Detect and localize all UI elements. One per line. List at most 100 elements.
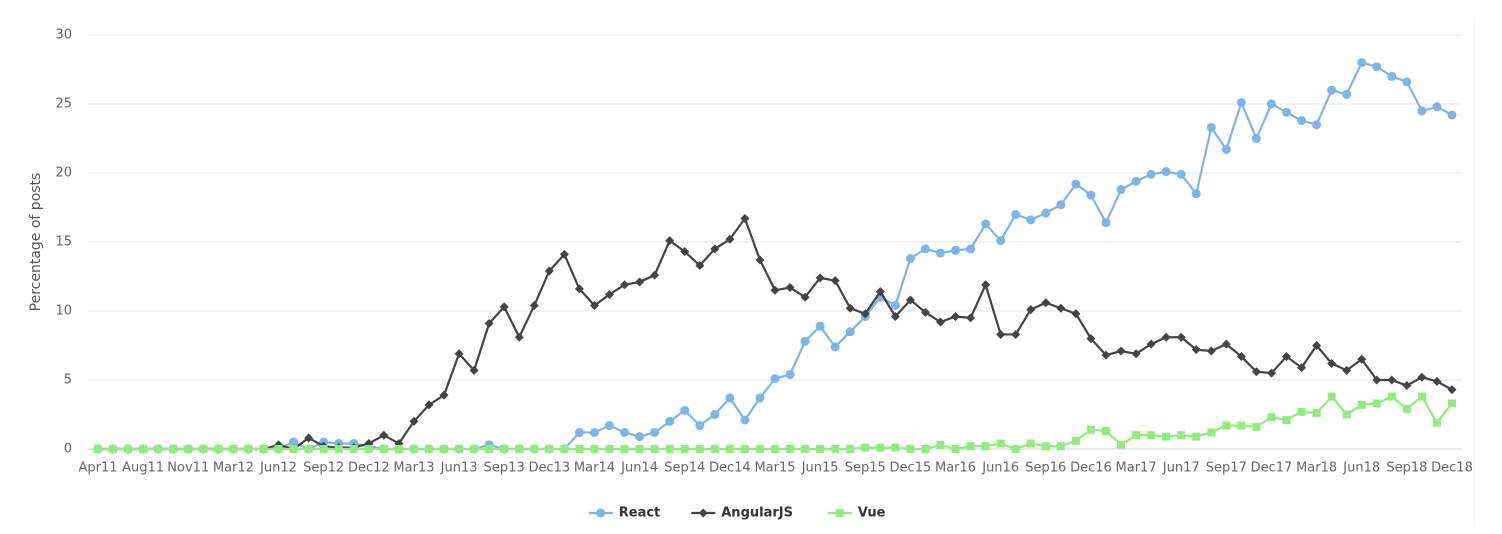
point <box>845 327 855 337</box>
point <box>274 445 283 453</box>
point <box>1056 200 1066 210</box>
point <box>244 445 253 453</box>
point <box>770 374 780 384</box>
point <box>1206 122 1216 132</box>
point <box>935 248 945 258</box>
y-tick-label: 15 <box>55 235 72 250</box>
point <box>1417 106 1427 116</box>
point <box>695 421 705 431</box>
point <box>1162 432 1171 441</box>
point <box>740 415 750 425</box>
point <box>935 317 945 327</box>
point <box>1101 427 1110 436</box>
point <box>695 445 704 453</box>
point <box>875 287 885 297</box>
x-tick-label: Jun18 <box>1342 461 1380 476</box>
point <box>635 445 644 453</box>
point <box>1387 392 1396 401</box>
point <box>529 300 539 310</box>
series-line <box>98 394 1453 451</box>
x-tick-label: Mar12 <box>213 461 254 476</box>
point <box>455 445 464 453</box>
point <box>936 440 945 449</box>
series <box>93 214 1457 454</box>
x-tick-label: Jun17 <box>1162 461 1200 476</box>
point <box>1312 341 1322 350</box>
point <box>981 442 990 451</box>
point <box>1117 440 1126 449</box>
x-tick-label: Jun14 <box>620 461 658 476</box>
point <box>1161 167 1171 177</box>
point <box>740 214 750 224</box>
point <box>214 445 223 453</box>
point <box>665 236 675 246</box>
point <box>424 400 434 410</box>
x-tick-label: Mar16 <box>935 461 976 476</box>
point <box>605 445 614 453</box>
point <box>1282 416 1291 425</box>
x-tick-label: Jun12 <box>259 461 297 476</box>
point <box>1357 58 1367 68</box>
point <box>94 445 102 453</box>
point <box>1448 399 1456 408</box>
x-tick-label: Aug11 <box>122 461 164 476</box>
point <box>1402 381 1412 391</box>
point <box>620 427 630 437</box>
x-tick-label: Mar18 <box>1296 461 1337 476</box>
point <box>650 445 659 453</box>
y-tick-label: 10 <box>55 304 72 319</box>
point <box>891 443 900 452</box>
point <box>589 300 599 310</box>
point <box>680 247 690 257</box>
point <box>484 318 494 328</box>
point <box>1086 334 1096 344</box>
point <box>1237 421 1246 430</box>
y-tick-label: 20 <box>55 166 72 181</box>
point <box>800 292 810 302</box>
point <box>966 313 976 323</box>
point <box>439 390 449 400</box>
point <box>981 280 991 290</box>
point <box>1236 352 1246 362</box>
point <box>124 445 133 453</box>
point <box>725 393 735 403</box>
point <box>951 445 960 453</box>
point <box>1206 346 1216 356</box>
point <box>1432 418 1441 427</box>
point <box>920 244 930 254</box>
legend-marker <box>835 509 844 517</box>
point <box>996 439 1005 448</box>
point <box>786 445 795 453</box>
point <box>846 445 855 453</box>
point <box>470 445 479 453</box>
point <box>1086 425 1095 434</box>
x-tick-label: Nov11 <box>167 461 209 476</box>
point <box>830 342 840 352</box>
point <box>905 295 915 305</box>
legend-marker <box>698 508 708 518</box>
point <box>1056 442 1065 451</box>
point <box>1447 110 1457 120</box>
point <box>860 309 870 319</box>
point <box>304 433 314 443</box>
point <box>1387 375 1397 385</box>
point <box>725 234 735 244</box>
point <box>544 266 554 276</box>
point <box>514 332 524 342</box>
point <box>139 445 148 453</box>
x-tick-label: Dec17 <box>1251 461 1293 476</box>
point <box>650 427 660 437</box>
point <box>800 336 810 346</box>
point <box>1011 329 1021 339</box>
point <box>755 255 765 265</box>
point <box>1147 431 1156 440</box>
point <box>906 445 915 453</box>
point <box>440 445 449 453</box>
point <box>1297 407 1306 416</box>
point <box>1251 134 1261 143</box>
point <box>289 437 299 447</box>
point <box>710 410 720 419</box>
point <box>665 416 675 426</box>
point <box>1266 99 1276 109</box>
x-tick-label: Dec14 <box>709 461 751 476</box>
